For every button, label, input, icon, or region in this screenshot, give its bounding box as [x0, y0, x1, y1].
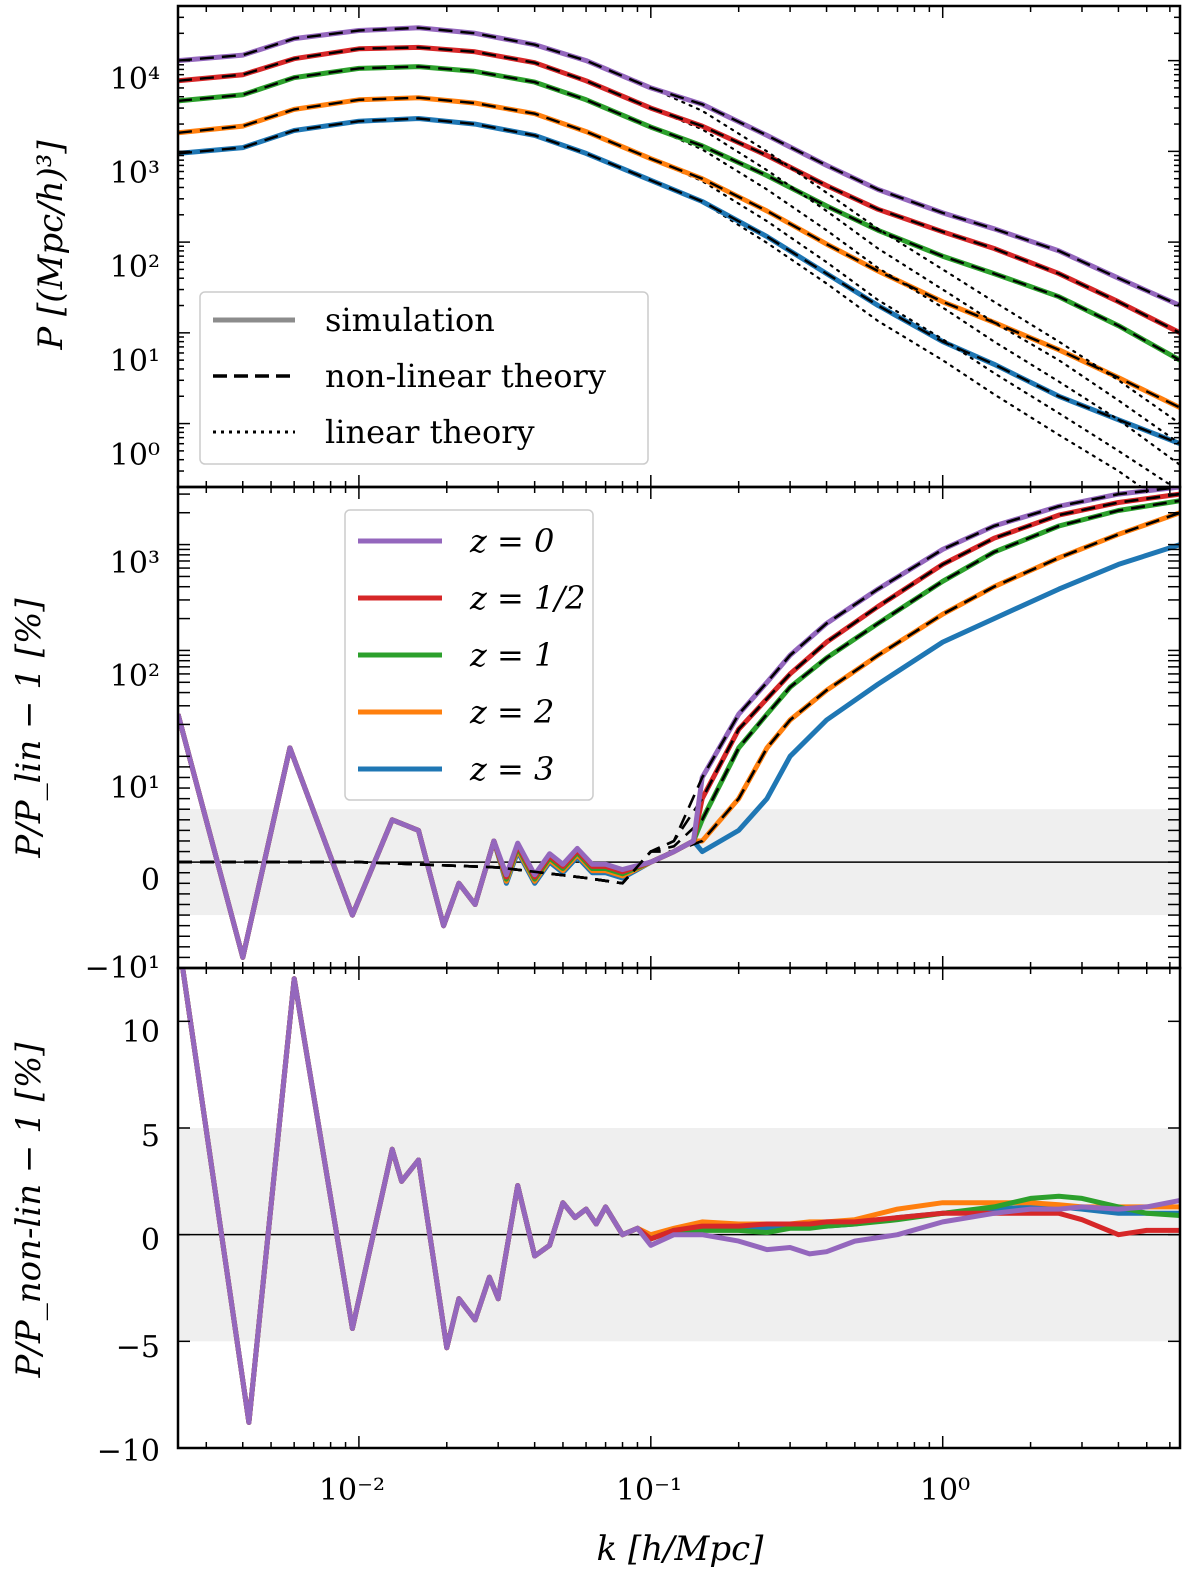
legend-label: z = 1 [469, 636, 554, 674]
legend-box [344, 509, 594, 801]
x-tick-label: 10⁰ [920, 1473, 970, 1508]
y-tick-label: 10¹ [110, 344, 160, 379]
y-tick-label: 10² [110, 659, 160, 694]
legend-label: z = 0 [469, 522, 554, 560]
non-linear-theory-line [178, 492, 1180, 885]
x-axis-label: k [h/Mpc] [597, 1529, 765, 1569]
bot-y-tick-labels: −10 −5 0 5 10 [97, 1015, 160, 1469]
non-linear-theory-line [178, 65, 1180, 362]
legend-label: linear theory [325, 413, 535, 451]
x-tick-labels: 10⁻² 10⁻¹ 10⁰ [319, 1473, 970, 1508]
non-linear-theory-line [178, 96, 1180, 409]
y-tick-label: 10 [122, 1015, 160, 1050]
y-tick-label: −5 [116, 1330, 160, 1365]
bot-axes-frame [176, 966, 1182, 1450]
y-tick-label: 10³ [110, 546, 160, 581]
panel-power-spectrum [176, 4, 1182, 489]
bot-series-group [180, 968, 1180, 1425]
x-tick-label: 10⁻¹ [616, 1473, 682, 1508]
non-linear-theory-line [178, 26, 1180, 307]
y-tick-label: 5 [141, 1119, 160, 1154]
y-tick-label: 0 [141, 1223, 160, 1258]
legend-line-styles: simulation non-linear theory linear theo… [199, 291, 649, 465]
y-tick-label: −10 [97, 1434, 160, 1469]
legend-label: z = 2 [469, 693, 554, 731]
y-tick-label: 10⁰ [110, 438, 160, 473]
mid-y-tick-labels: −10¹ 0 10¹ 10² 10³ [85, 546, 160, 986]
legend-label: simulation [325, 301, 495, 339]
legend-label: non-linear theory [325, 357, 606, 395]
non-linear-theory-line [178, 46, 1180, 334]
simulation-line [180, 968, 1180, 1425]
y-tick-label: 10¹ [110, 771, 160, 806]
legend-box [199, 291, 649, 465]
top-y-tick-labels: 10⁰ 10¹ 10² 10³ 10⁴ [110, 62, 160, 473]
y-tick-label: 0 [141, 863, 160, 898]
mid-y-axis-label: P/P_lin − 1 [%] [9, 598, 49, 859]
y-tick-label: 10⁴ [110, 62, 160, 97]
non-linear-theory-line [178, 117, 1180, 445]
y-tick-label: 10² [110, 250, 160, 285]
y-tick-label: 10³ [110, 156, 160, 191]
panel-ratio-linear [176, 485, 1182, 970]
mid-series-group [178, 487, 1180, 960]
bot-y-axis-label: P/P_non-lin − 1 [%] [9, 1042, 49, 1379]
legend-label: z = 1/2 [469, 579, 586, 617]
top-y-axis-label: P [(Mpc/h)³] [31, 140, 71, 351]
x-tick-label: 10⁻² [319, 1473, 385, 1508]
legend-redshift: z = 0 z = 1/2 z = 1 z = 2 z = 3 [344, 509, 594, 801]
non-linear-theory-line [178, 511, 1180, 885]
top-series-group [178, 25, 1180, 487]
linear-theory-line [178, 26, 1180, 425]
panel-ratio-nonlinear [176, 966, 1182, 1450]
y-tick-label: −10¹ [85, 951, 160, 986]
legend-label: z = 3 [469, 750, 554, 788]
